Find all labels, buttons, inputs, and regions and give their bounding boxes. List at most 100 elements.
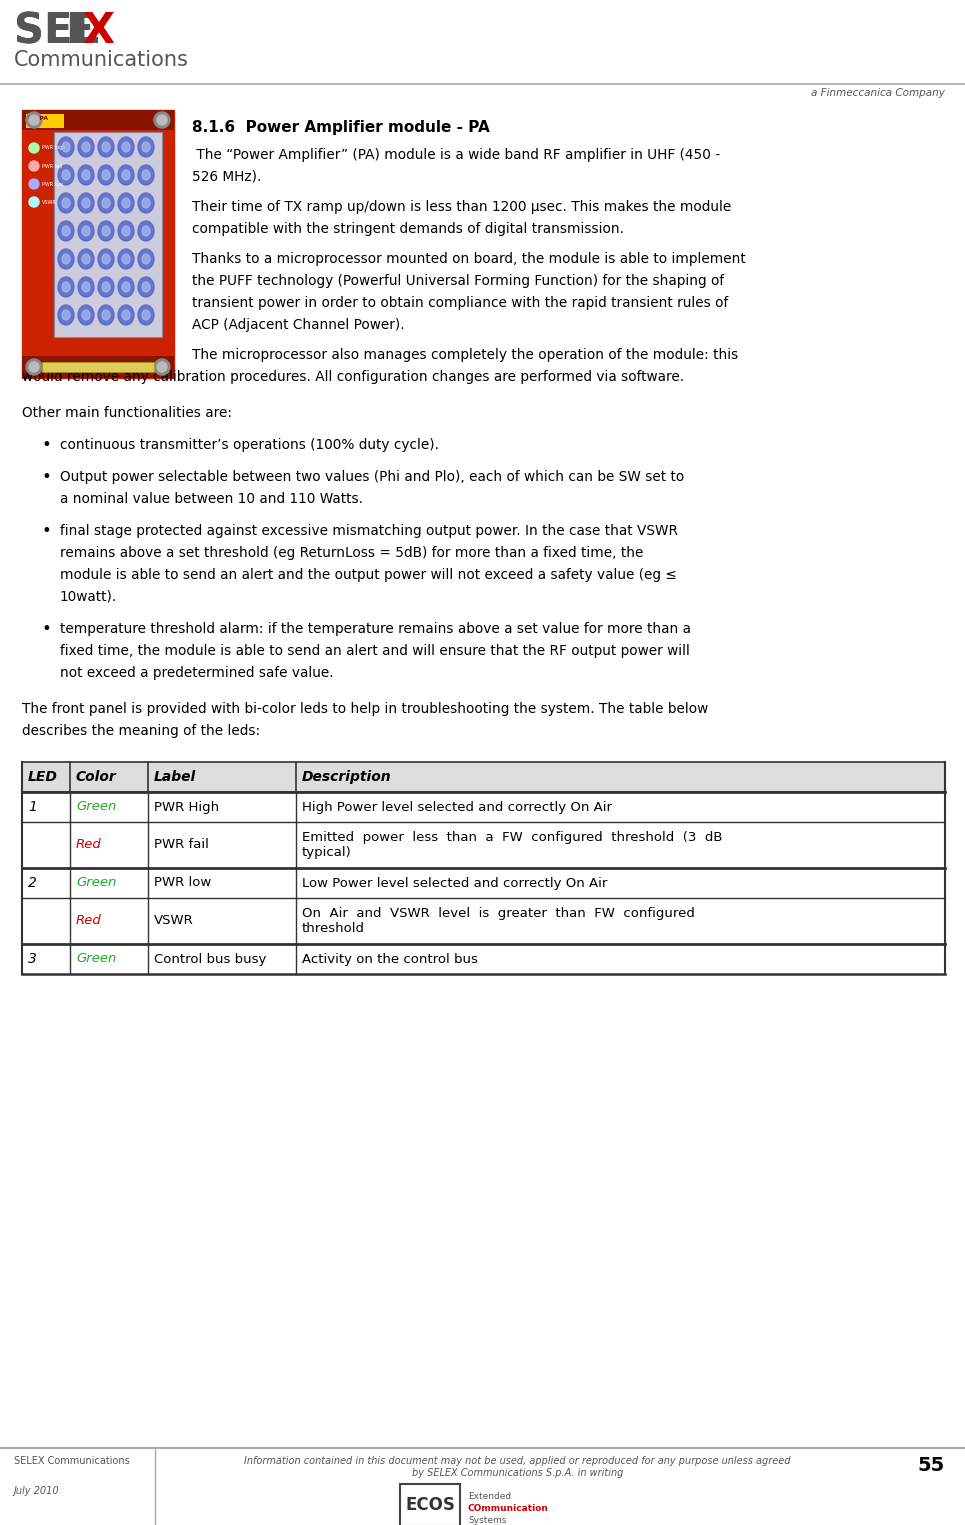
Ellipse shape — [58, 194, 74, 214]
Text: SELEX Communications: SELEX Communications — [14, 1456, 129, 1466]
Circle shape — [157, 114, 167, 125]
Ellipse shape — [122, 282, 130, 291]
Text: Emitted  power  less  than  a  FW  configured  threshold  (3  dB: Emitted power less than a FW configured … — [302, 831, 723, 843]
Text: 2: 2 — [28, 875, 37, 891]
Text: VSWR: VSWR — [42, 200, 57, 204]
Ellipse shape — [102, 169, 110, 180]
Text: Systems: Systems — [468, 1516, 507, 1525]
Ellipse shape — [142, 282, 150, 291]
Text: The front panel is provided with bi-color leds to help in troubleshooting the sy: The front panel is provided with bi-colo… — [22, 702, 708, 717]
Ellipse shape — [102, 226, 110, 236]
Text: Extended: Extended — [468, 1491, 511, 1501]
Text: compatible with the stringent demands of digital transmission.: compatible with the stringent demands of… — [192, 223, 624, 236]
Circle shape — [29, 178, 39, 189]
Ellipse shape — [98, 221, 114, 241]
Circle shape — [29, 361, 39, 372]
Text: •: • — [42, 470, 52, 485]
Ellipse shape — [102, 255, 110, 264]
Text: fixed time, the module is able to send an alert and will ensure that the RF outp: fixed time, the module is able to send a… — [60, 644, 690, 657]
Ellipse shape — [98, 305, 114, 325]
Bar — [22, 762, 945, 791]
Ellipse shape — [118, 221, 134, 241]
Ellipse shape — [142, 226, 150, 236]
Ellipse shape — [82, 142, 90, 152]
Text: PWR fail: PWR fail — [154, 839, 208, 851]
Text: July 2010: July 2010 — [14, 1485, 60, 1496]
Ellipse shape — [58, 165, 74, 185]
Ellipse shape — [138, 249, 154, 268]
Ellipse shape — [82, 226, 90, 236]
Ellipse shape — [58, 137, 74, 157]
Text: LED: LED — [28, 770, 58, 784]
Ellipse shape — [58, 221, 74, 241]
Text: PWR high: PWR high — [42, 145, 66, 151]
Text: VSWR: VSWR — [154, 915, 194, 927]
Ellipse shape — [62, 282, 70, 291]
Bar — [22, 822, 945, 868]
Circle shape — [26, 111, 42, 128]
Ellipse shape — [62, 142, 70, 152]
Ellipse shape — [142, 255, 150, 264]
Text: ACP (Adjacent Channel Power).: ACP (Adjacent Channel Power). — [192, 319, 404, 332]
Ellipse shape — [138, 194, 154, 214]
Ellipse shape — [118, 194, 134, 214]
Ellipse shape — [62, 310, 70, 320]
Ellipse shape — [138, 221, 154, 241]
Ellipse shape — [98, 249, 114, 268]
Text: final stage protected against excessive mismatching output power. In the case th: final stage protected against excessive … — [60, 525, 678, 538]
Text: On  Air  and  VSWR  level  is  greater  than  FW  configured: On Air and VSWR level is greater than FW… — [302, 907, 695, 920]
Text: Control bus busy: Control bus busy — [154, 953, 266, 965]
Ellipse shape — [142, 310, 150, 320]
Text: •: • — [42, 525, 52, 538]
Text: The microprocessor also manages completely the operation of the module: this: The microprocessor also manages complete… — [192, 348, 738, 361]
Text: continuous transmitter’s operations (100% duty cycle).: continuous transmitter’s operations (100… — [60, 438, 439, 451]
Ellipse shape — [122, 169, 130, 180]
Ellipse shape — [138, 305, 154, 325]
Bar — [22, 110, 174, 130]
Ellipse shape — [98, 137, 114, 157]
Ellipse shape — [102, 310, 110, 320]
Ellipse shape — [142, 169, 150, 180]
Ellipse shape — [78, 221, 94, 241]
Text: High Power level selected and correctly On Air: High Power level selected and correctly … — [302, 801, 612, 813]
Text: temperature threshold alarm: if the temperature remains above a set value for mo: temperature threshold alarm: if the temp… — [60, 622, 691, 636]
Ellipse shape — [118, 305, 134, 325]
Ellipse shape — [78, 137, 94, 157]
Ellipse shape — [82, 255, 90, 264]
Text: E: E — [65, 11, 94, 52]
Ellipse shape — [142, 142, 150, 152]
Ellipse shape — [118, 278, 134, 297]
Text: PWR High: PWR High — [154, 801, 219, 813]
Text: •: • — [42, 622, 52, 637]
Ellipse shape — [78, 305, 94, 325]
Bar — [26, 114, 64, 128]
Bar — [22, 944, 945, 974]
Ellipse shape — [62, 255, 70, 264]
Text: describes the meaning of the leds:: describes the meaning of the leds: — [22, 724, 261, 738]
Text: by SELEX Communications S.p.A. in writing: by SELEX Communications S.p.A. in writin… — [412, 1469, 623, 1478]
Ellipse shape — [98, 194, 114, 214]
Ellipse shape — [82, 198, 90, 207]
Ellipse shape — [138, 165, 154, 185]
Text: a Finmeccanica Company: a Finmeccanica Company — [812, 88, 945, 98]
Text: Green: Green — [76, 953, 117, 965]
Ellipse shape — [58, 305, 74, 325]
Ellipse shape — [102, 198, 110, 207]
Ellipse shape — [118, 137, 134, 157]
Ellipse shape — [78, 249, 94, 268]
Text: a nominal value between 10 and 110 Watts.: a nominal value between 10 and 110 Watts… — [60, 493, 363, 506]
Bar — [22, 791, 945, 822]
Text: Activity on the control bus: Activity on the control bus — [302, 953, 478, 965]
Ellipse shape — [102, 282, 110, 291]
Ellipse shape — [58, 278, 74, 297]
Bar — [22, 868, 945, 898]
Text: PWR fail: PWR fail — [42, 163, 62, 168]
Text: Low Power level selected and correctly On Air: Low Power level selected and correctly O… — [302, 877, 607, 889]
Text: transient power in order to obtain compliance with the rapid transient rules of: transient power in order to obtain compl… — [192, 296, 729, 310]
Ellipse shape — [62, 198, 70, 207]
Text: RF PA: RF PA — [28, 116, 48, 120]
Circle shape — [29, 197, 39, 207]
Text: Thanks to a microprocessor mounted on board, the module is able to implement: Thanks to a microprocessor mounted on bo… — [192, 252, 746, 265]
Text: Communications: Communications — [14, 50, 189, 70]
Ellipse shape — [62, 226, 70, 236]
